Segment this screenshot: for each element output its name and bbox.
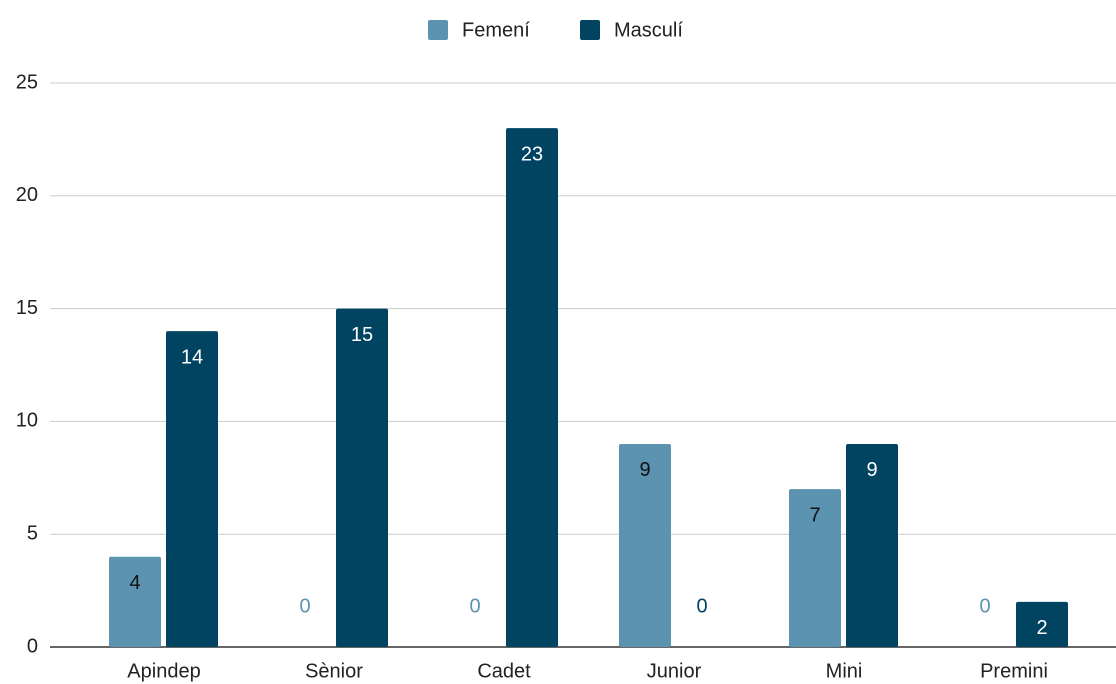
bar (166, 331, 218, 647)
legend-swatch (428, 20, 448, 40)
y-tick-label: 0 (27, 635, 38, 657)
legend-label: Femení (462, 19, 530, 41)
bar (336, 308, 388, 647)
data-label: 0 (299, 595, 310, 617)
bar (1016, 601, 1068, 647)
bar (789, 489, 841, 647)
data-label: 0 (469, 595, 480, 617)
data-label: 9 (866, 459, 877, 481)
data-label: 15 (351, 324, 373, 346)
data-label: 7 (809, 504, 820, 526)
legend-swatch (580, 20, 600, 40)
x-tick-label: Junior (647, 660, 702, 682)
data-label: 4 (129, 572, 140, 594)
y-tick-label: 20 (16, 184, 38, 206)
y-tick-label: 5 (27, 522, 38, 544)
x-tick-label: Sènior (305, 660, 363, 682)
legend-label: Masculí (614, 19, 683, 41)
bar (506, 128, 558, 647)
x-tick-label: Cadet (477, 660, 531, 682)
data-label: 2 (1036, 617, 1047, 639)
bar (619, 443, 671, 647)
data-label: 0 (979, 595, 990, 617)
y-tick-label: 15 (16, 297, 38, 319)
x-tick-label: Premini (980, 660, 1048, 682)
x-tick-label: Apindep (127, 660, 200, 682)
data-label: 14 (181, 346, 203, 368)
y-tick-label: 10 (16, 410, 38, 432)
bar (846, 443, 898, 647)
data-label: 9 (639, 459, 650, 481)
data-label: 23 (521, 143, 543, 165)
data-label: 0 (696, 595, 707, 617)
y-tick-label: 25 (16, 71, 38, 93)
x-tick-label: Mini (826, 660, 863, 682)
bar (109, 556, 161, 647)
